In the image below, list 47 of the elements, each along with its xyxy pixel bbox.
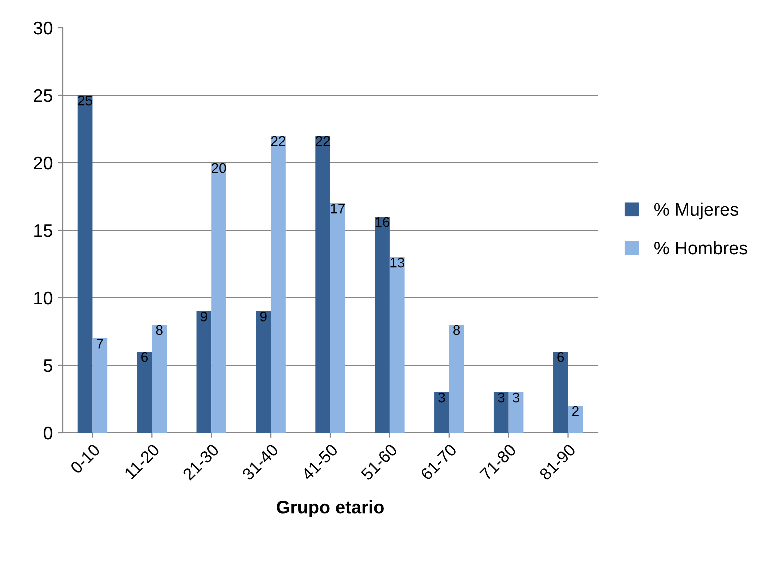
data-label: 16 — [376, 217, 390, 228]
bar — [78, 96, 93, 433]
bar — [137, 352, 152, 433]
data-label: 3 — [438, 392, 446, 403]
y-tick-label: 30 — [34, 22, 53, 35]
y-tick-label: 0 — [44, 426, 53, 440]
bar — [256, 312, 272, 433]
data-label: 8 — [156, 325, 163, 336]
data-label: 6 — [558, 352, 564, 362]
x-axis-title: Grupo etario — [277, 500, 384, 518]
data-label: 9 — [200, 312, 208, 322]
data-label: 8 — [454, 325, 460, 336]
data-label: 22 — [316, 136, 330, 146]
bar — [434, 392, 450, 433]
bar — [92, 338, 108, 433]
bar — [375, 217, 390, 433]
data-label: 3 — [512, 392, 520, 403]
bar — [508, 392, 524, 433]
data-label: 20 — [212, 163, 226, 174]
data-label: 9 — [260, 312, 267, 322]
bar — [152, 325, 168, 433]
data-label: 2 — [572, 406, 579, 416]
legend-label: % Hombres — [654, 241, 748, 255]
data-label: 22 — [271, 136, 286, 146]
bar — [196, 312, 212, 433]
y-tick-label: 5 — [44, 360, 53, 372]
bar — [271, 136, 286, 433]
y-tick-label: 20 — [34, 156, 53, 170]
y-tick-label: 10 — [34, 292, 53, 305]
bar — [553, 352, 568, 433]
y-tick-label: 25 — [34, 89, 53, 102]
x-tick-label: 0-10 — [70, 443, 101, 475]
data-label: 6 — [142, 352, 148, 362]
data-label: 25 — [78, 96, 92, 106]
bar — [316, 136, 330, 433]
data-label: 13 — [390, 258, 404, 268]
data-label: 3 — [498, 392, 505, 403]
bar — [449, 325, 464, 433]
bar — [494, 392, 509, 433]
legend-label: % Mujeres — [654, 202, 738, 220]
bar — [390, 258, 405, 433]
bar — [212, 163, 226, 433]
bar — [330, 204, 346, 433]
data-label: 7 — [97, 339, 104, 349]
y-tick-label: 15 — [34, 224, 53, 238]
bar — [568, 406, 584, 433]
data-label: 17 — [331, 204, 345, 214]
